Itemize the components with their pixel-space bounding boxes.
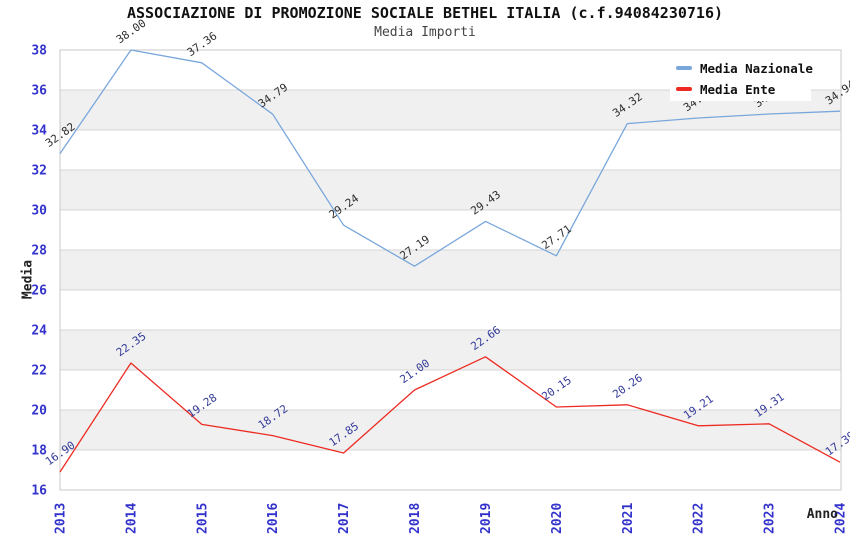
plot-band xyxy=(60,170,841,210)
x-tick-label: 2024 xyxy=(834,503,849,534)
x-tick-label: 2018 xyxy=(408,503,423,534)
point-label: 20.26 xyxy=(610,371,645,401)
y-tick-label: 38 xyxy=(31,44,47,59)
y-axis-title: Media xyxy=(20,259,36,300)
x-tick-label: 2022 xyxy=(692,503,707,534)
plot-band xyxy=(60,250,841,290)
legend-label: Media Ente xyxy=(700,81,776,97)
y-tick-label: 20 xyxy=(31,404,47,419)
y-tick-label: 32 xyxy=(31,164,47,179)
media-nazionale-line-swatch-icon xyxy=(676,66,692,70)
y-tick-label: 22 xyxy=(31,364,47,379)
plot-band xyxy=(60,330,841,370)
x-axis-title: Anno xyxy=(806,507,838,522)
x-tick-label: 2019 xyxy=(479,503,494,534)
legend-item-media-ente[interactable]: Media Ente xyxy=(670,80,811,98)
y-tick-label: 26 xyxy=(31,284,47,299)
chart-subtitle: Media Importi xyxy=(374,25,476,40)
series-line-media-nazionale xyxy=(59,49,841,267)
legend-item-media-nazionale[interactable]: Media Nazionale xyxy=(670,59,813,77)
y-tick-label: 18 xyxy=(31,444,47,459)
y-tick-label: 36 xyxy=(31,84,47,99)
legend-label: Media Nazionale xyxy=(700,60,813,76)
chart-title: ASSOCIAZIONE DI PROMOZIONE SOCIALE BETHE… xyxy=(126,4,724,22)
point-label: 38.00 xyxy=(114,17,149,47)
chart-legend: Media Nazionale Media Ente xyxy=(670,56,813,101)
y-tick-label: 16 xyxy=(31,484,47,499)
y-tick-label: 28 xyxy=(31,244,47,259)
x-tick-label: 2017 xyxy=(337,503,352,534)
x-tick-label: 2021 xyxy=(621,503,636,534)
x-tick-label: 2015 xyxy=(195,503,210,534)
x-tick-label: 2014 xyxy=(124,503,139,534)
x-tick-label: 2023 xyxy=(763,503,778,534)
plot-band xyxy=(60,410,841,450)
x-tick-label: 2020 xyxy=(550,503,565,534)
plot-border xyxy=(59,49,842,491)
point-label: 20.15 xyxy=(539,374,574,404)
point-label: 37.36 xyxy=(185,29,220,59)
y-tick-label: 34 xyxy=(31,124,47,139)
x-tick-label: 2013 xyxy=(54,503,69,534)
y-tick-label: 30 xyxy=(31,204,47,219)
y-tick-label: 24 xyxy=(31,324,47,339)
x-tick-label: 2016 xyxy=(266,503,281,534)
media-ente-line-swatch-icon xyxy=(676,87,692,91)
point-label: 27.71 xyxy=(539,222,574,252)
series-line-media-ente xyxy=(59,356,841,473)
